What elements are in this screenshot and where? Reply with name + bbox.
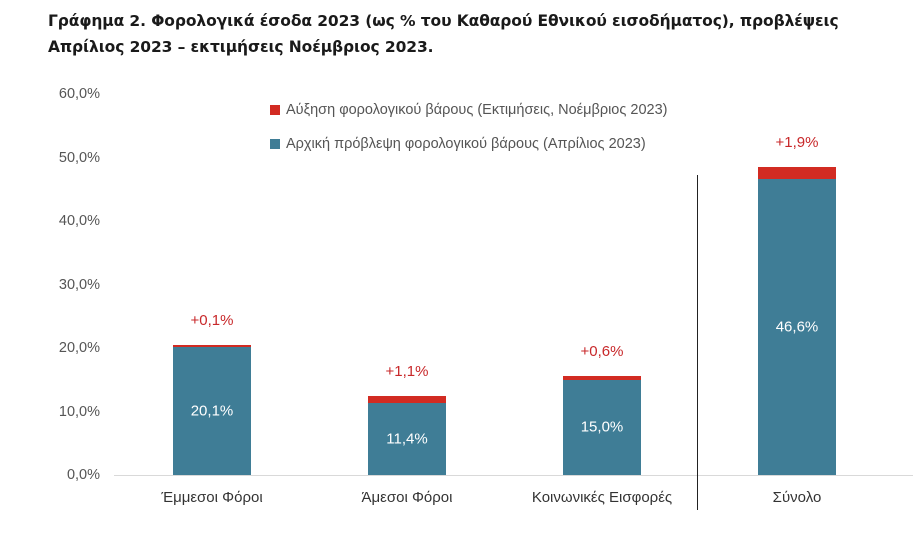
y-tick: 30,0% [58,277,100,293]
bar-segment-base [563,379,641,475]
bar-segment-base [368,402,446,475]
bar-base-label: 15,0% [580,418,624,436]
bar-increase-label: +0,1% [190,312,234,330]
x-category-label: Άμεσοι Φόροι [361,489,453,506]
bar-total: 46,6% [758,167,836,475]
x-category-label: Κοινωνικές Εισφορές [531,489,673,506]
y-tick: 20,0% [58,340,100,356]
legend-item-base: Αρχική πρόβλεψη φορολογικού βάρους (Απρί… [270,134,667,154]
y-tick: 0,0% [66,467,100,483]
bar-direct-taxes: 11,4% [368,395,446,475]
y-tick: 40,0% [58,213,100,229]
x-category-label: Έμμεσοι Φόροι [161,489,263,506]
bar-segment-increase [368,395,446,403]
legend-label: Αύξηση φορολογικού βάρους (Εκτιμήσεις, Ν… [286,102,668,118]
total-separator-line [697,175,698,510]
chart-title: Γράφημα 2. Φορολογικά έσοδα 2023 (ως % τ… [48,8,908,60]
bar-segment-increase [563,375,641,380]
legend: Αύξηση φορολογικού βάρους (Εκτιμήσεις, Ν… [270,100,667,168]
bar-base-label: 20,1% [190,402,234,420]
chart-title-line-2: Απρίλιος 2023 – εκτιμήσεις Νοέμβριος 202… [48,38,434,56]
bar-increase-label: +1,1% [385,362,429,380]
bar-segment-increase [173,345,251,348]
y-tick: 50,0% [58,150,100,166]
bar-indirect-taxes: 20,1% [173,345,251,475]
bar-increase-label: +1,9% [775,134,819,152]
legend-label: Αρχική πρόβλεψη φορολογικού βάρους (Απρί… [286,136,646,152]
bar-increase-label: +0,6% [580,342,624,360]
chart-title-line-1: Γράφημα 2. Φορολογικά έσοδα 2023 (ως % τ… [48,12,839,30]
y-tick: 10,0% [58,404,100,420]
legend-swatch-blue [270,139,280,149]
legend-swatch-red [270,105,280,115]
x-axis-baseline [114,475,913,476]
legend-item-increase: Αύξηση φορολογικού βάρους (Εκτιμήσεις, Ν… [270,100,667,120]
bar-segment-increase [758,167,836,180]
bar-segment-base [173,347,251,475]
bar-segment-base [758,179,836,475]
bar-base-label: 11,4% [386,430,428,448]
bar-base-label: 46,6% [775,318,819,336]
bar-social-contributions: 15,0% [563,375,641,475]
x-category-label: Σύνολο [772,489,822,506]
y-tick: 60,0% [58,86,100,102]
